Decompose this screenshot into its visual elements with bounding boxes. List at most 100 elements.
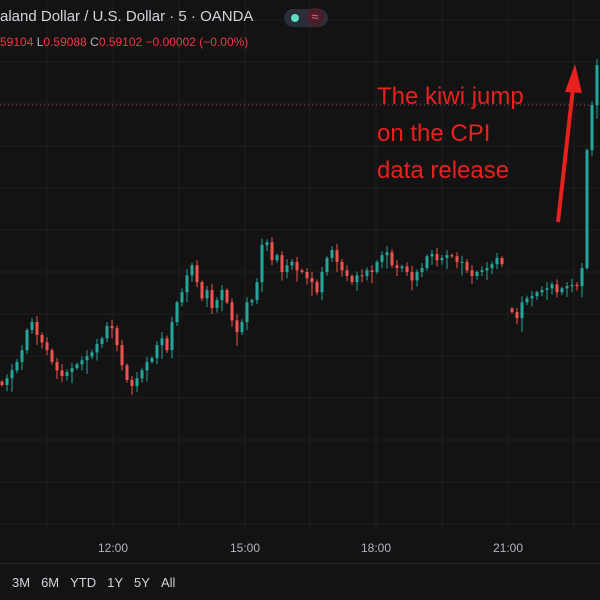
candle-body	[440, 257, 444, 261]
candle-body	[90, 352, 94, 357]
candle-body	[85, 356, 89, 361]
status-pill[interactable]: ≈	[284, 8, 328, 27]
grid	[0, 0, 600, 530]
candle-body	[520, 302, 524, 319]
candle-body	[360, 275, 364, 277]
candle-body	[485, 268, 489, 271]
candle-body	[155, 345, 159, 359]
candle-body	[255, 282, 259, 301]
candle-body	[285, 265, 289, 273]
candle-body	[195, 265, 199, 283]
candle-body	[270, 242, 274, 261]
candle-body	[105, 325, 109, 339]
candle-body	[80, 360, 84, 365]
candle-body	[345, 270, 349, 276]
candle-body	[220, 290, 224, 301]
candle-body	[575, 284, 579, 287]
candle-body	[5, 378, 9, 385]
candle-body	[240, 322, 244, 333]
range-6m-button[interactable]: 6M	[41, 575, 60, 590]
candle-body	[245, 302, 249, 323]
candle-body	[40, 334, 44, 343]
annotation-text: The kiwi jump on the CPI data release	[377, 78, 524, 189]
approx-wave-icon: ≈	[306, 8, 324, 26]
candle-body	[75, 364, 79, 369]
candle-body	[35, 322, 39, 335]
range-5y-button[interactable]: 5Y	[134, 575, 150, 590]
candle-body	[95, 343, 99, 353]
low-label: L	[36, 35, 44, 49]
candle-body	[50, 350, 54, 362]
candle-body	[405, 266, 409, 273]
symbol-title[interactable]: aland Dollar / U.S. Dollar · 5 · OANDA	[0, 8, 254, 25]
range-selector: 3M 6M YTD 1Y 5Y All	[12, 575, 175, 590]
candle-body	[325, 257, 329, 273]
candle-body	[230, 302, 234, 321]
candle-body	[210, 290, 214, 308]
range-3m-button[interactable]: 3M	[12, 575, 31, 590]
candle-body	[45, 342, 49, 351]
candle-body	[120, 345, 124, 366]
candle-body	[460, 261, 464, 263]
candle-body	[145, 361, 149, 371]
candle-body	[425, 256, 429, 269]
candle-body	[445, 255, 449, 258]
candle-body	[125, 365, 129, 380]
candle-body	[200, 282, 204, 299]
candle-body	[435, 254, 439, 261]
candle-body	[30, 322, 34, 330]
x-tick-label: 12:00	[97, 541, 129, 555]
candle-body	[570, 284, 574, 287]
candle-body	[175, 302, 179, 323]
candle-body	[580, 268, 584, 287]
candle-body	[225, 290, 229, 303]
arrow-annotation	[556, 64, 582, 223]
candle-body	[310, 278, 314, 283]
candle-body	[100, 338, 104, 344]
candle-body	[595, 65, 599, 106]
range-all-button[interactable]: All	[160, 575, 176, 590]
market-open-dot-icon	[291, 14, 299, 22]
x-tick-label: 21:00	[492, 541, 524, 555]
range-ytd-button[interactable]: YTD	[70, 575, 97, 590]
candle-body	[70, 368, 74, 373]
candle-body	[375, 261, 379, 273]
candle-body	[565, 286, 569, 289]
candle-body	[330, 250, 334, 258]
candle-body	[250, 300, 254, 303]
candle-body	[590, 105, 594, 151]
candle-body	[275, 255, 279, 261]
candle-body	[585, 150, 589, 269]
annotation-line: The kiwi jump	[377, 83, 524, 110]
range-1y-button[interactable]: 1Y	[107, 575, 124, 590]
candle-body	[420, 268, 424, 273]
candle-body	[260, 245, 264, 283]
candle-body	[560, 288, 564, 293]
candle-body	[515, 311, 519, 319]
candle-body	[355, 275, 359, 283]
candle-body	[235, 320, 239, 333]
candle-body	[215, 300, 219, 308]
candle-body	[465, 261, 469, 271]
candle-body	[65, 372, 69, 377]
candle-body	[315, 282, 319, 293]
candle-body	[535, 292, 539, 297]
open-value: 59104	[0, 35, 34, 49]
candle-body	[455, 256, 459, 262]
candle-body	[410, 272, 414, 281]
candle-body	[20, 350, 24, 362]
candle-body	[110, 325, 114, 329]
annotation-line: data release	[377, 157, 510, 184]
candle-body	[395, 265, 399, 269]
candle-body	[415, 272, 419, 281]
candlestick-chart[interactable]	[0, 0, 600, 563]
x-tick-label: 15:00	[229, 541, 261, 555]
candle-body	[60, 370, 64, 377]
time-axis-divider	[0, 563, 600, 564]
candle-body	[305, 272, 309, 279]
candle-body	[160, 338, 164, 346]
candle-body	[185, 275, 189, 293]
candle-body	[0, 381, 4, 385]
candle-body	[380, 255, 384, 262]
candle-body	[370, 270, 374, 273]
